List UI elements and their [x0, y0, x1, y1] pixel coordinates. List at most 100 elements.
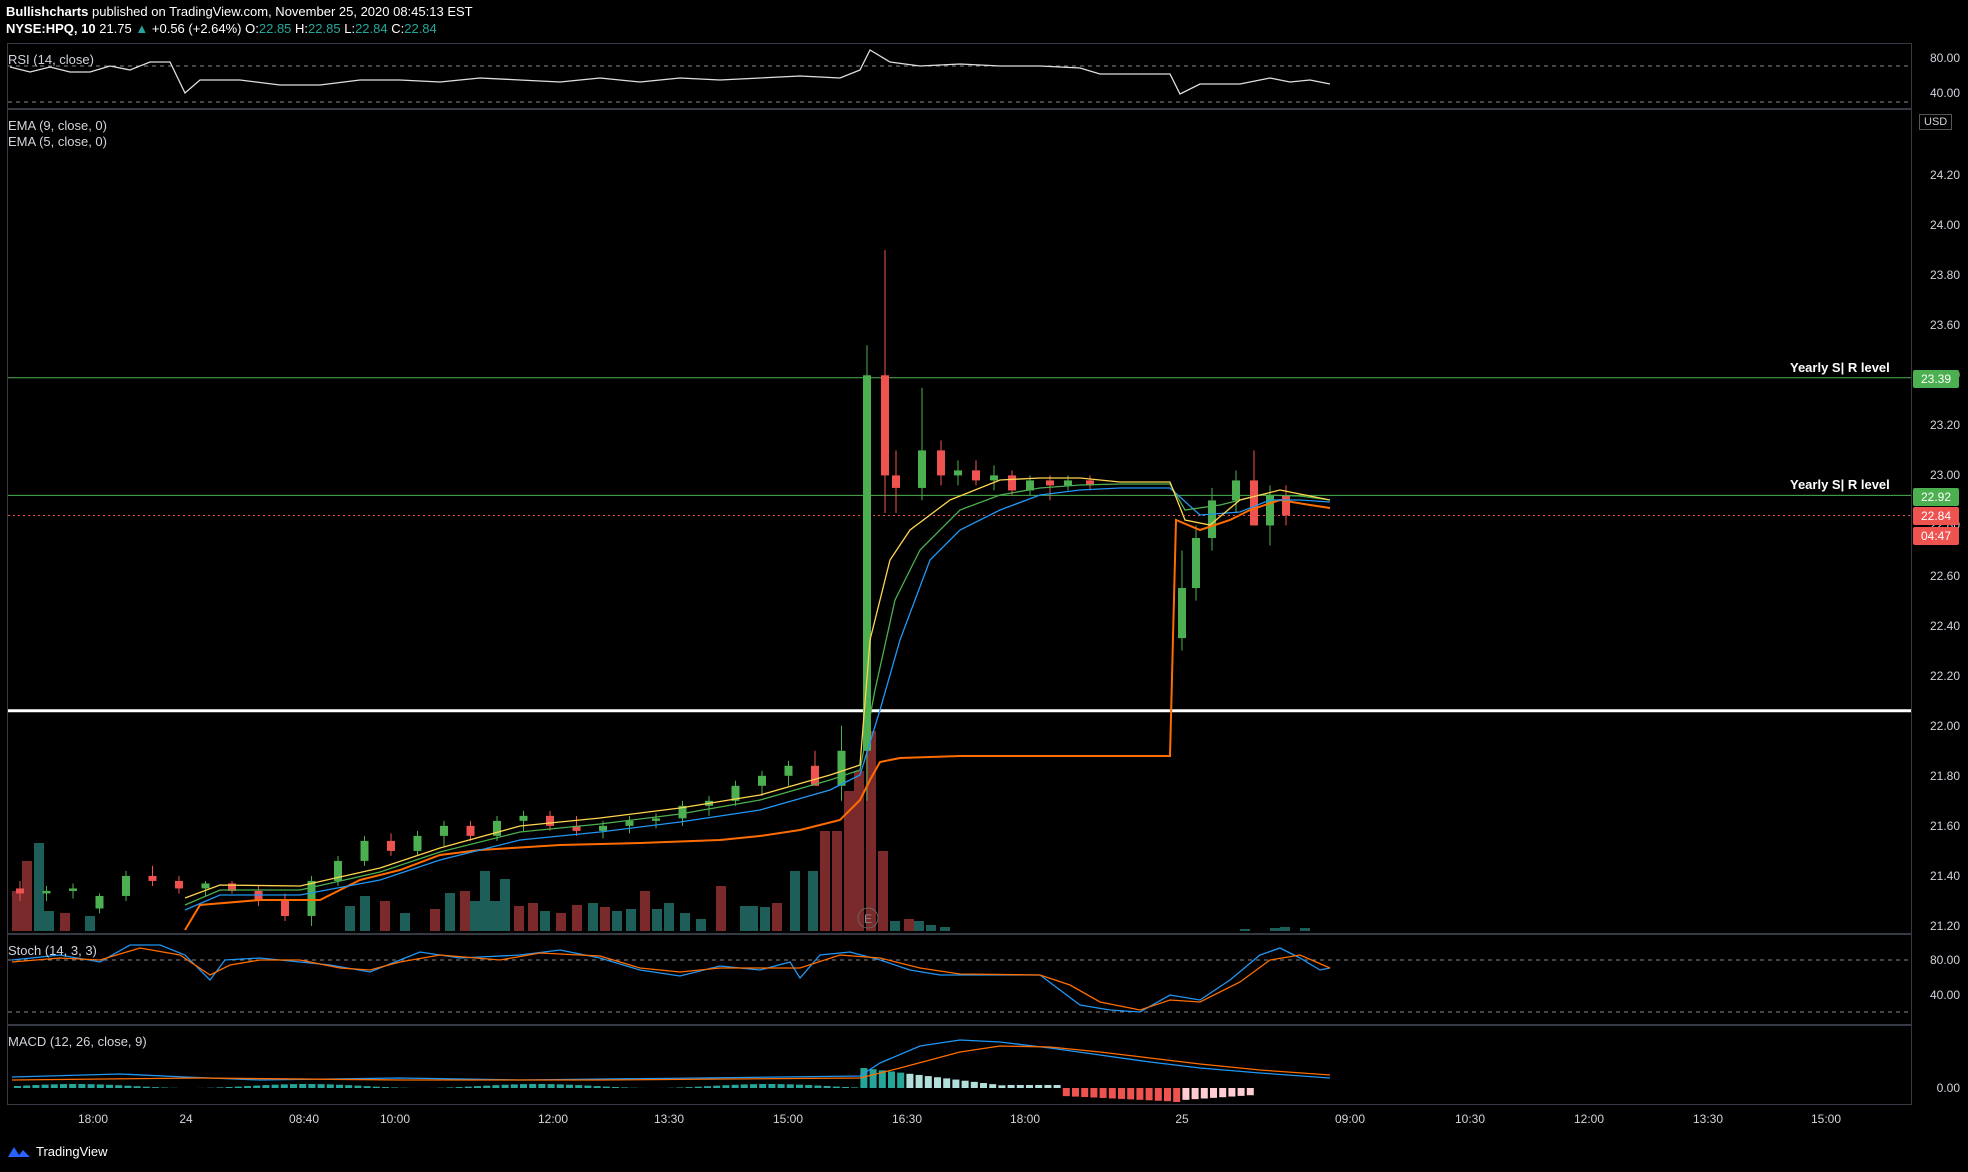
macd-histogram-bar [271, 1084, 279, 1088]
macd-tick: 0.00 [1936, 1081, 1960, 1095]
macd-histogram-bar [970, 1081, 978, 1088]
macd-histogram-bar [299, 1084, 307, 1088]
price-tick: 23.00 [1929, 468, 1960, 483]
macd-label[interactable]: MACD (12, 26, close, 9) [8, 1034, 147, 1049]
macd-histogram-bar [805, 1085, 813, 1088]
ema9-line [184, 487, 1331, 911]
macd-histogram-bar [529, 1084, 537, 1088]
macd-histogram-bar [1081, 1088, 1089, 1098]
ema5-label[interactable]: EMA (5, close, 0) [8, 134, 107, 149]
macd-histogram-bar [106, 1084, 113, 1088]
macd-histogram-bar [474, 1086, 481, 1088]
footer-brand[interactable]: TradingView [8, 1144, 108, 1159]
candle-body [1232, 480, 1240, 501]
macd-histogram-bar [740, 1084, 748, 1088]
volume-bar [940, 927, 950, 931]
volume-bar [380, 901, 390, 931]
brand-name: TradingView [36, 1144, 108, 1159]
macd-histogram-bar [842, 1086, 849, 1088]
volume-bar [680, 913, 690, 931]
stoch-pane[interactable] [7, 934, 1912, 1025]
publisher-name[interactable]: Bullishcharts [6, 4, 89, 19]
macd-axis[interactable]: 0.00 [1912, 1025, 1968, 1105]
candle-body [572, 825, 581, 831]
macd-histogram-bar [538, 1084, 546, 1088]
publish-info: Bullishcharts published on TradingView.c… [6, 4, 473, 19]
stoch-label[interactable]: Stoch (14, 3, 3) [8, 943, 97, 958]
main-price-pane[interactable] [7, 109, 1912, 934]
rsi-axis[interactable]: 80.00 40.00 [1912, 43, 1968, 109]
ema9-label[interactable]: EMA (9, close, 0) [8, 118, 107, 133]
candle-body [546, 815, 554, 826]
macd-histogram-bar [823, 1086, 831, 1088]
candle-body [784, 765, 793, 776]
macd-histogram-bar [1246, 1088, 1254, 1096]
macd-histogram-bar [584, 1085, 592, 1088]
macd-histogram-bar [391, 1087, 399, 1088]
macd-line [11, 1039, 1331, 1081]
macd-histogram-bar [694, 1086, 702, 1088]
price-tick: 24.20 [1929, 168, 1960, 182]
ema-alt-line [184, 483, 1331, 906]
stoch-axis[interactable]: 80.00 40.00 [1912, 934, 1968, 1025]
earnings-marker-text: E [864, 912, 872, 926]
macd-histogram-bar [906, 1073, 914, 1088]
candle-body [1046, 480, 1054, 486]
candle-body [1250, 480, 1258, 526]
macd-histogram-bar [1164, 1088, 1171, 1102]
time-tick: 13:30 [653, 1112, 685, 1126]
macd-histogram-bar [832, 1086, 840, 1088]
volume-bar [652, 909, 662, 931]
candle-body [122, 875, 130, 896]
macd-histogram-bar [87, 1084, 95, 1088]
macd-histogram-bar [124, 1085, 132, 1088]
time-tick: 18:00 [77, 1112, 109, 1126]
macd-signal-line [11, 1045, 1331, 1081]
volume-bar [772, 903, 782, 931]
volume-bar [696, 919, 706, 931]
volume-bar [914, 921, 924, 931]
stoch-tick: 80.00 [1929, 953, 1960, 967]
candle-body [837, 750, 846, 786]
high-label: H: [295, 21, 309, 36]
candle-body [972, 470, 980, 481]
macd-histogram-bar [1182, 1088, 1190, 1100]
macd-histogram-bar [897, 1072, 905, 1088]
candle-body [413, 835, 422, 851]
rsi-tick: 40.00 [1929, 86, 1960, 100]
macd-histogram-bar [704, 1086, 711, 1088]
candle-body [599, 825, 607, 831]
macd-histogram-bar [759, 1084, 767, 1088]
change-arrow-icon: ▲ [135, 21, 149, 36]
candle-body [148, 875, 157, 881]
macd-histogram-bar [455, 1087, 463, 1088]
candle-body [440, 825, 448, 836]
volume-bar [1270, 928, 1280, 931]
macd-histogram-bar [345, 1085, 353, 1088]
volume-bar [528, 903, 538, 931]
candle-body [918, 450, 926, 488]
currency-badge[interactable]: USD [1919, 114, 1953, 130]
macd-histogram-bar [934, 1077, 941, 1088]
price-tick: 21.60 [1929, 818, 1960, 833]
price-tick: 21.80 [1929, 768, 1960, 783]
macd-histogram-bar [41, 1084, 49, 1088]
open-label: O: [245, 21, 259, 36]
earnings-marker-icon [857, 907, 879, 929]
volume-bar [760, 907, 770, 931]
candle-body [1026, 480, 1034, 491]
time-tick: 18:00 [1009, 1112, 1041, 1126]
macd-histogram-bar [96, 1084, 104, 1088]
macd-histogram-bar [234, 1086, 242, 1088]
last-price: 21.75 [99, 21, 132, 36]
volume-bar [904, 919, 914, 931]
macd-histogram-bar [1127, 1088, 1135, 1100]
symbol-name[interactable]: NYSE:HPQ, 10 [6, 21, 96, 36]
macd-pane[interactable] [7, 1025, 1912, 1105]
rsi-label[interactable]: RSI (14, close) [8, 52, 94, 67]
volume-bar [854, 771, 864, 931]
volume-bar [1300, 928, 1310, 931]
sr-level-label: Yearly S| R level [1790, 360, 1890, 375]
rsi-pane[interactable] [7, 43, 1912, 109]
